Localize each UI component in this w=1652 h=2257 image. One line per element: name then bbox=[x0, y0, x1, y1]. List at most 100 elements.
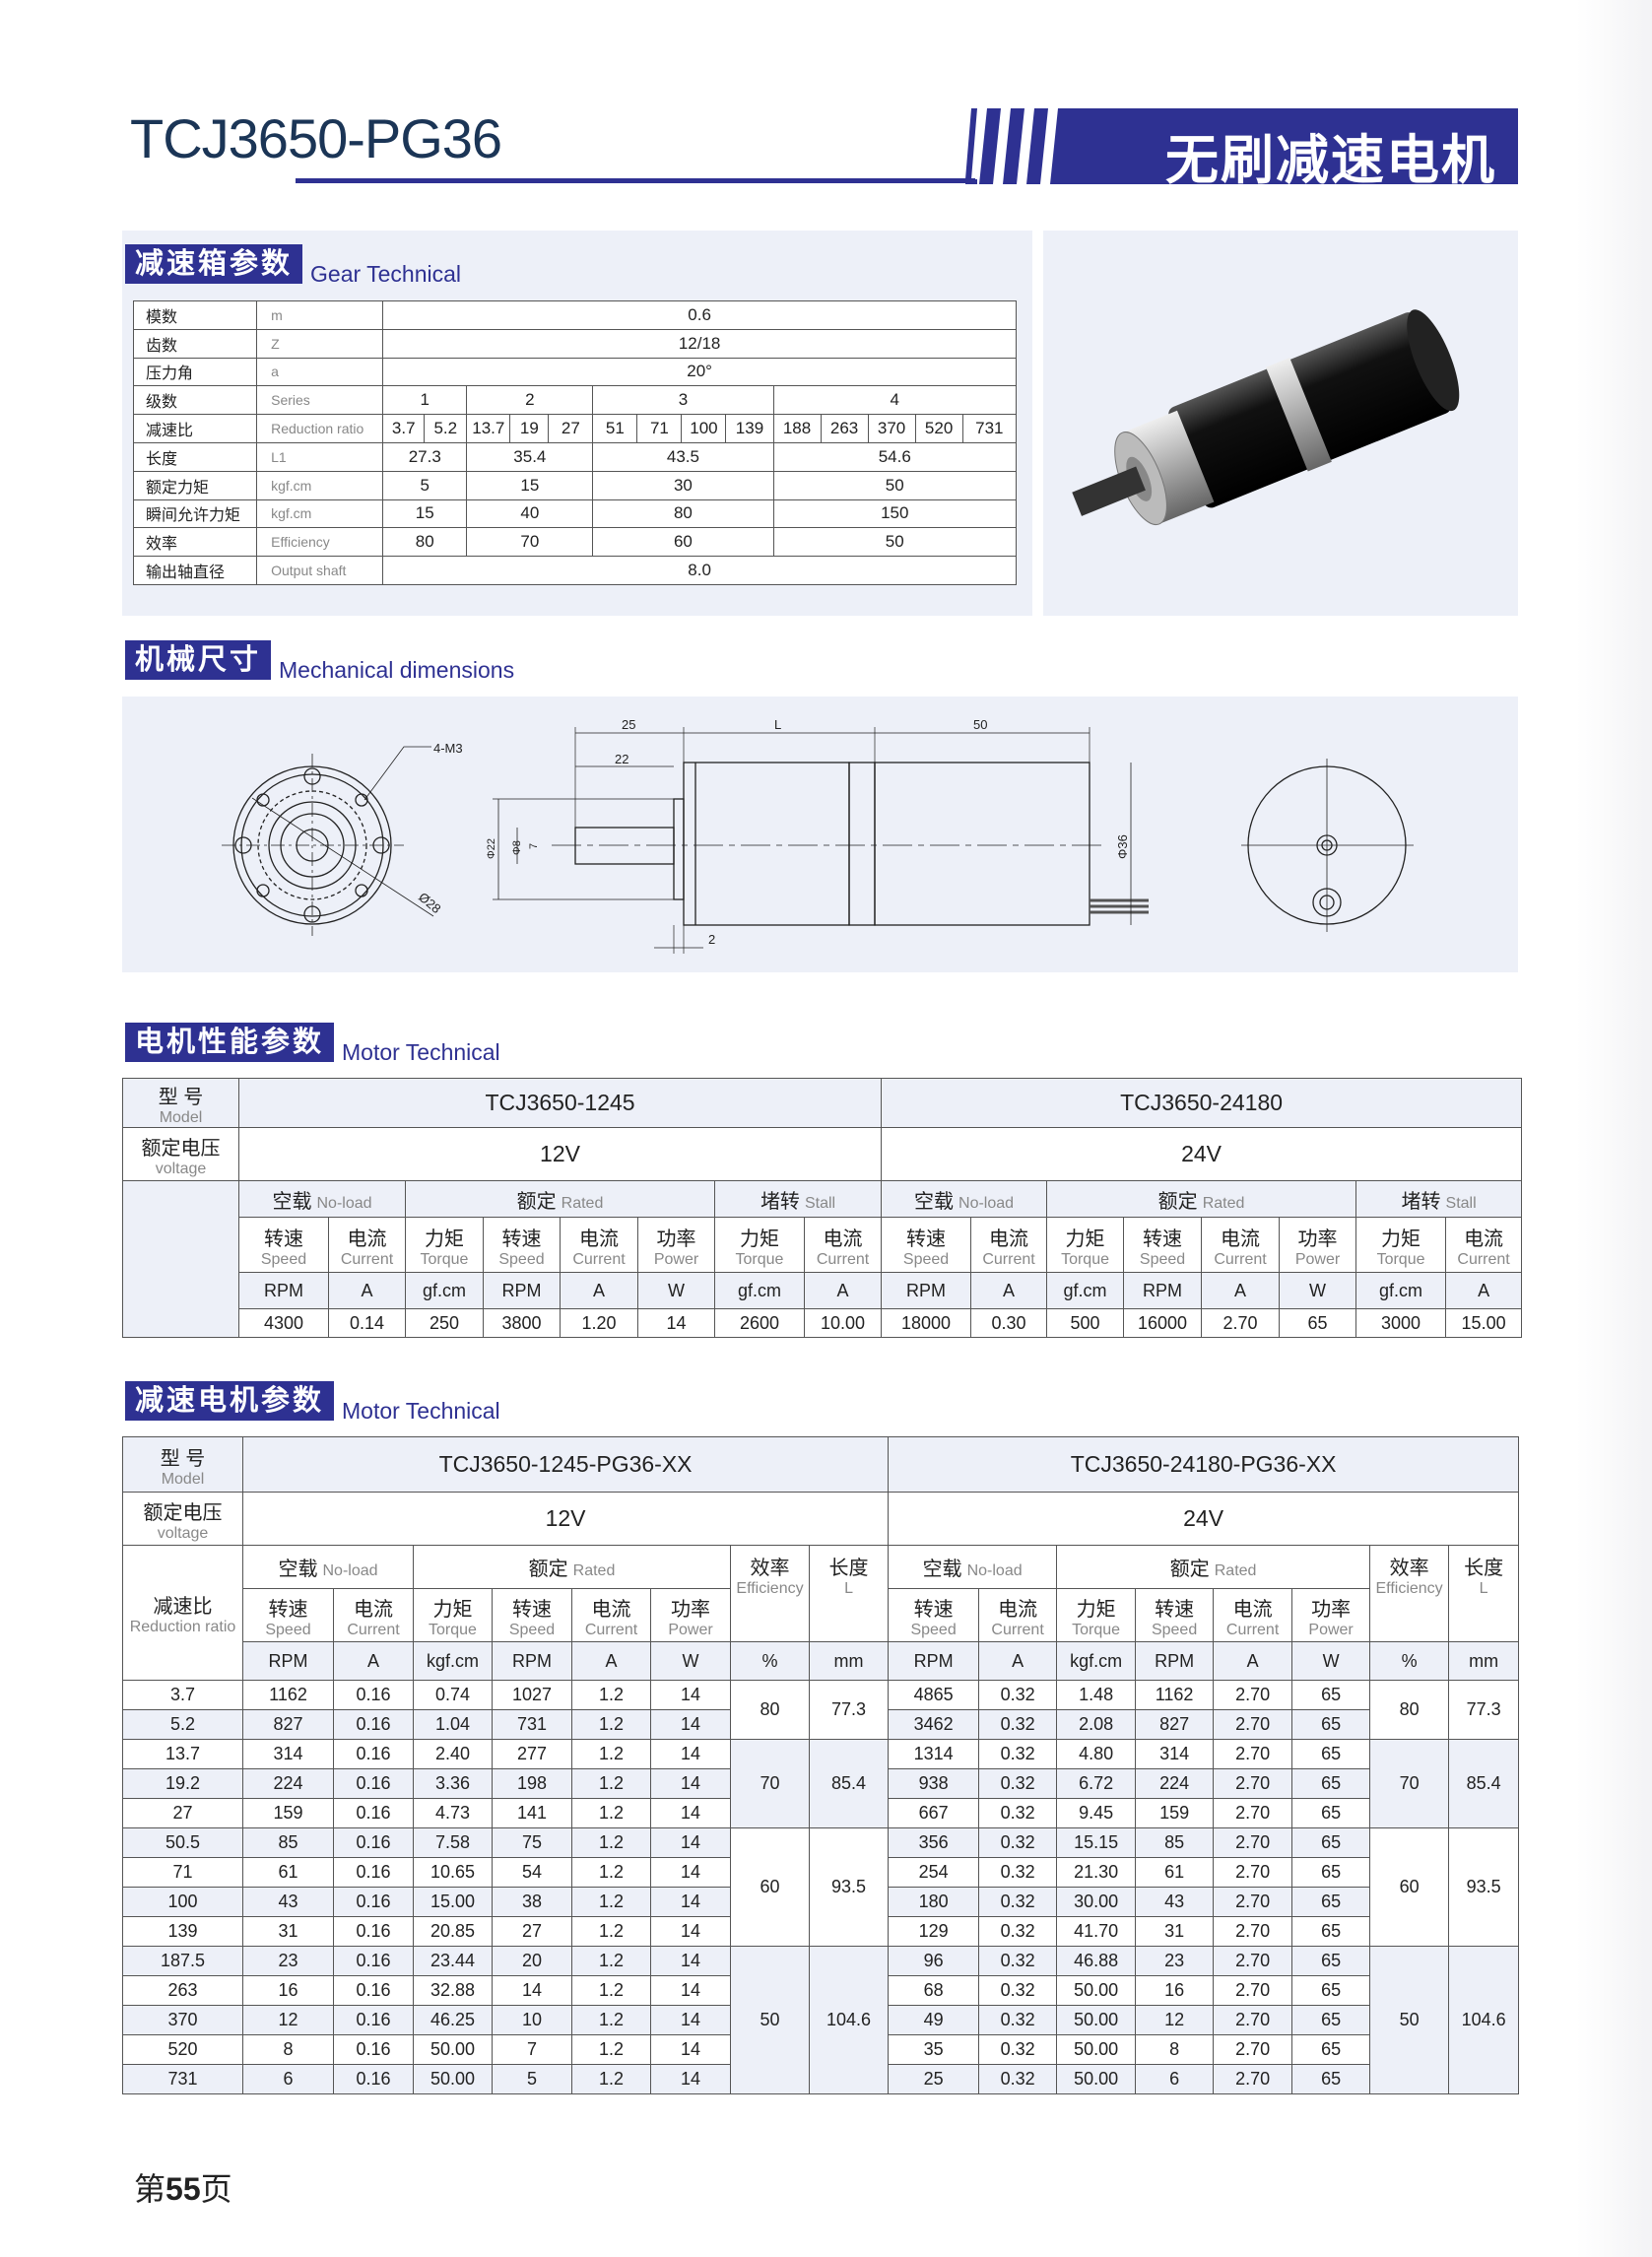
value-cell: 46.88 bbox=[1056, 1946, 1137, 1976]
table-cell: 15 bbox=[466, 470, 594, 500]
data-row: 520 8 0.16 50.00 7 1.2 14 35 0.32 50.00 8 2.70 65 bbox=[122, 2034, 1519, 2065]
unit-cell: % bbox=[1369, 1641, 1450, 1681]
value-cell: 35 bbox=[888, 2034, 980, 2065]
group-header: 堵转 Stall bbox=[713, 1180, 883, 1218]
table-cell: 27 bbox=[548, 414, 594, 443]
table-cell: 19 bbox=[509, 414, 550, 443]
group-en: Rated bbox=[572, 1562, 616, 1579]
gear-row-rated_torque: 额定力矩 kgf.cm 5 15 30 50 bbox=[132, 470, 1017, 500]
value-cell: 1.2 bbox=[571, 2005, 651, 2035]
header-en: Current bbox=[1225, 1621, 1280, 1638]
front-view-flange bbox=[222, 746, 434, 936]
table-cell: 1 bbox=[382, 385, 468, 416]
efficiency-cell: 60 bbox=[730, 1827, 810, 1947]
value-cell: 14 bbox=[650, 1946, 731, 1976]
unit-cell: A bbox=[1213, 1641, 1293, 1681]
value-cell: 1.2 bbox=[571, 1798, 651, 1828]
value-cell: 1027 bbox=[492, 1680, 572, 1710]
header-cn: 功率 bbox=[1311, 1598, 1352, 1621]
value-cell: 25 bbox=[888, 2064, 980, 2094]
value-cell: 1.2 bbox=[571, 1680, 651, 1710]
value-cell: 20.85 bbox=[413, 1916, 493, 1947]
gear-heading: 减速箱参数 Gear Technical bbox=[125, 244, 461, 287]
value-cell: 0.32 bbox=[978, 1887, 1058, 1917]
ratio-cell: 50.5 bbox=[122, 1827, 243, 1858]
row-label: 减速比 bbox=[132, 414, 258, 443]
value-cell: 54 bbox=[492, 1857, 572, 1888]
value-cell: 1.2 bbox=[571, 2034, 651, 2065]
value-cell: 141 bbox=[492, 1798, 572, 1828]
value-cell: 3.36 bbox=[413, 1768, 493, 1799]
voltage-value: 24V bbox=[881, 1127, 1523, 1181]
header-en: Current bbox=[816, 1250, 870, 1268]
value-cell: 65 bbox=[1291, 1975, 1371, 2006]
header-en: Speed bbox=[498, 1250, 545, 1268]
blank-cell bbox=[122, 1180, 239, 1338]
header-en: Torque bbox=[1376, 1250, 1425, 1268]
value-cell: 0.32 bbox=[978, 1709, 1058, 1740]
unit-cell: A bbox=[560, 1272, 638, 1309]
length-cell: 104.6 bbox=[1448, 1946, 1520, 2094]
value-cell: 65 bbox=[1291, 2005, 1371, 2035]
value-cell: 65 bbox=[1279, 1308, 1357, 1338]
value-cell: 159 bbox=[1135, 1798, 1215, 1828]
unit-cell: W bbox=[1279, 1272, 1357, 1309]
value-cell: 14 bbox=[650, 2005, 731, 2035]
unit-cell: RPM bbox=[1135, 1641, 1215, 1681]
column-header: 转速 Speed bbox=[492, 1588, 572, 1642]
column-header: 力矩 Torque bbox=[1355, 1217, 1447, 1273]
table-cell: 100 bbox=[681, 414, 727, 443]
data-row: 50.5 85 0.16 7.58 75 1.2 14 60 93.5 356 0.32 15.15 8… bbox=[122, 1827, 1520, 1947]
value-cell: 65 bbox=[1291, 1798, 1371, 1828]
value-cell: 1.2 bbox=[571, 1827, 651, 1858]
value-cell: 14 bbox=[650, 2064, 731, 2094]
value-cell: 50.00 bbox=[1056, 2005, 1137, 2035]
value-cell: 0.32 bbox=[978, 1739, 1058, 1769]
group-header: 空载 No-load bbox=[888, 1545, 1058, 1589]
header-en: Current bbox=[584, 1621, 638, 1638]
table-cell: 60 bbox=[592, 527, 774, 558]
ratio-cell: 520 bbox=[122, 2034, 243, 2065]
dim-phi22: Φ22 bbox=[486, 838, 497, 859]
model-name: TCJ3650-1245 bbox=[237, 1078, 883, 1128]
voltage-value: 12V bbox=[241, 1492, 890, 1546]
row-label: 模数 bbox=[132, 300, 258, 330]
value-cell: 4.80 bbox=[1056, 1739, 1137, 1769]
efficiency-cell: 80 bbox=[1369, 1680, 1450, 1740]
value-cell: 224 bbox=[242, 1768, 334, 1799]
header-en: Speed bbox=[910, 1621, 957, 1638]
gear-row-ratio: 减速比 Reduction ratio 3.7 5.2 13.7 19 27 51 71 100 1… bbox=[132, 414, 1018, 443]
dim-phi36: Φ36 bbox=[1115, 834, 1130, 859]
table-cell: 263 bbox=[820, 414, 869, 443]
header-en: Current bbox=[1457, 1250, 1510, 1268]
value-cell: 3462 bbox=[888, 1709, 980, 1740]
value-cell: 27 bbox=[492, 1916, 572, 1947]
group-header: 空载 No-load bbox=[881, 1180, 1048, 1218]
value-cell: 30.00 bbox=[1056, 1887, 1137, 1917]
column-header: 功率 Power bbox=[1291, 1588, 1371, 1642]
data-row: 13.7 314 0.16 2.40 277 1.2 14 70 85.4 1314 0.32 4.8… bbox=[122, 1739, 1520, 1828]
header-en: Speed bbox=[265, 1621, 311, 1638]
value-cell: 1.2 bbox=[571, 1887, 651, 1917]
value-cell: 38 bbox=[492, 1887, 572, 1917]
header-en: Model bbox=[159, 1108, 203, 1126]
unit-cell: % bbox=[730, 1641, 810, 1681]
value-cell: 65 bbox=[1291, 2064, 1371, 2094]
row-label: 长度 bbox=[132, 441, 258, 472]
value-cell: 2.70 bbox=[1201, 1308, 1281, 1338]
value-cell: 1.04 bbox=[413, 1709, 493, 1740]
row-label: 齿数 bbox=[132, 328, 258, 359]
header-cn: 力矩 bbox=[1381, 1228, 1421, 1250]
efficiency-cell: 60 bbox=[1369, 1827, 1450, 1947]
value-cell: 6 bbox=[242, 2064, 334, 2094]
value-cell: 65 bbox=[1291, 1916, 1371, 1947]
table-cell: 2 bbox=[466, 385, 594, 416]
header-cn: 减速比 bbox=[153, 1596, 213, 1618]
value-cell: 15.00 bbox=[1445, 1308, 1523, 1338]
column-header: 转速 Speed bbox=[888, 1588, 980, 1642]
header-cn: 额定电压 bbox=[141, 1137, 221, 1160]
value-cell: 180 bbox=[888, 1887, 980, 1917]
header-en: Torque bbox=[1061, 1250, 1109, 1268]
model-name: TCJ3650-1245-PG36-XX bbox=[241, 1436, 890, 1493]
category-banner: 无刷减速电机 bbox=[965, 108, 1518, 190]
